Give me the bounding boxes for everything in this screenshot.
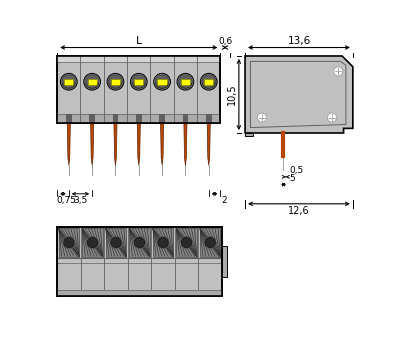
Polygon shape — [222, 246, 226, 277]
Polygon shape — [112, 114, 118, 123]
Polygon shape — [57, 290, 222, 296]
Circle shape — [182, 237, 192, 248]
Circle shape — [202, 75, 216, 89]
Polygon shape — [57, 227, 222, 296]
Polygon shape — [90, 123, 94, 165]
Polygon shape — [160, 123, 164, 165]
Circle shape — [60, 73, 77, 90]
Polygon shape — [200, 229, 220, 257]
Polygon shape — [207, 123, 210, 165]
Polygon shape — [111, 79, 120, 85]
Polygon shape — [245, 133, 253, 136]
Polygon shape — [245, 56, 353, 133]
Polygon shape — [137, 123, 140, 165]
Circle shape — [158, 237, 168, 248]
Polygon shape — [158, 79, 167, 85]
Polygon shape — [64, 79, 74, 85]
Text: 0,6: 0,6 — [218, 37, 232, 46]
Circle shape — [62, 75, 76, 89]
Polygon shape — [67, 123, 70, 165]
Circle shape — [155, 75, 169, 89]
Polygon shape — [114, 123, 117, 165]
Circle shape — [107, 73, 124, 90]
Text: 12,6: 12,6 — [288, 206, 310, 216]
Circle shape — [84, 73, 100, 90]
Polygon shape — [57, 114, 220, 123]
Polygon shape — [106, 229, 126, 257]
Text: 2: 2 — [221, 196, 227, 205]
Text: L: L — [136, 36, 142, 46]
Polygon shape — [57, 56, 220, 123]
Polygon shape — [206, 114, 212, 123]
Text: 3,5: 3,5 — [73, 196, 88, 205]
Polygon shape — [66, 114, 72, 123]
Circle shape — [328, 113, 337, 122]
Polygon shape — [159, 114, 165, 123]
Polygon shape — [136, 114, 142, 123]
Circle shape — [111, 237, 121, 248]
Polygon shape — [184, 123, 187, 165]
Polygon shape — [134, 79, 143, 85]
Polygon shape — [153, 229, 173, 257]
Polygon shape — [129, 229, 150, 257]
Text: 5: 5 — [290, 174, 296, 183]
Polygon shape — [88, 79, 97, 85]
Circle shape — [200, 73, 217, 90]
Polygon shape — [59, 229, 79, 257]
Polygon shape — [89, 114, 95, 123]
Polygon shape — [182, 114, 188, 123]
Circle shape — [64, 237, 74, 248]
Circle shape — [178, 75, 192, 89]
Circle shape — [108, 75, 122, 89]
Circle shape — [132, 75, 146, 89]
Polygon shape — [181, 79, 190, 85]
Polygon shape — [204, 79, 213, 85]
Polygon shape — [57, 56, 220, 62]
Circle shape — [154, 73, 170, 90]
Text: 13,6: 13,6 — [287, 36, 310, 46]
Circle shape — [334, 67, 343, 76]
Circle shape — [177, 73, 194, 90]
Polygon shape — [176, 229, 197, 257]
Text: 0,75: 0,75 — [56, 196, 76, 205]
Circle shape — [134, 237, 145, 248]
Text: 0,5: 0,5 — [290, 166, 304, 176]
Circle shape — [205, 237, 215, 248]
Text: 10,5: 10,5 — [227, 84, 237, 105]
Circle shape — [257, 113, 267, 122]
Polygon shape — [82, 229, 103, 257]
Circle shape — [87, 237, 98, 248]
Circle shape — [85, 75, 99, 89]
Circle shape — [130, 73, 147, 90]
